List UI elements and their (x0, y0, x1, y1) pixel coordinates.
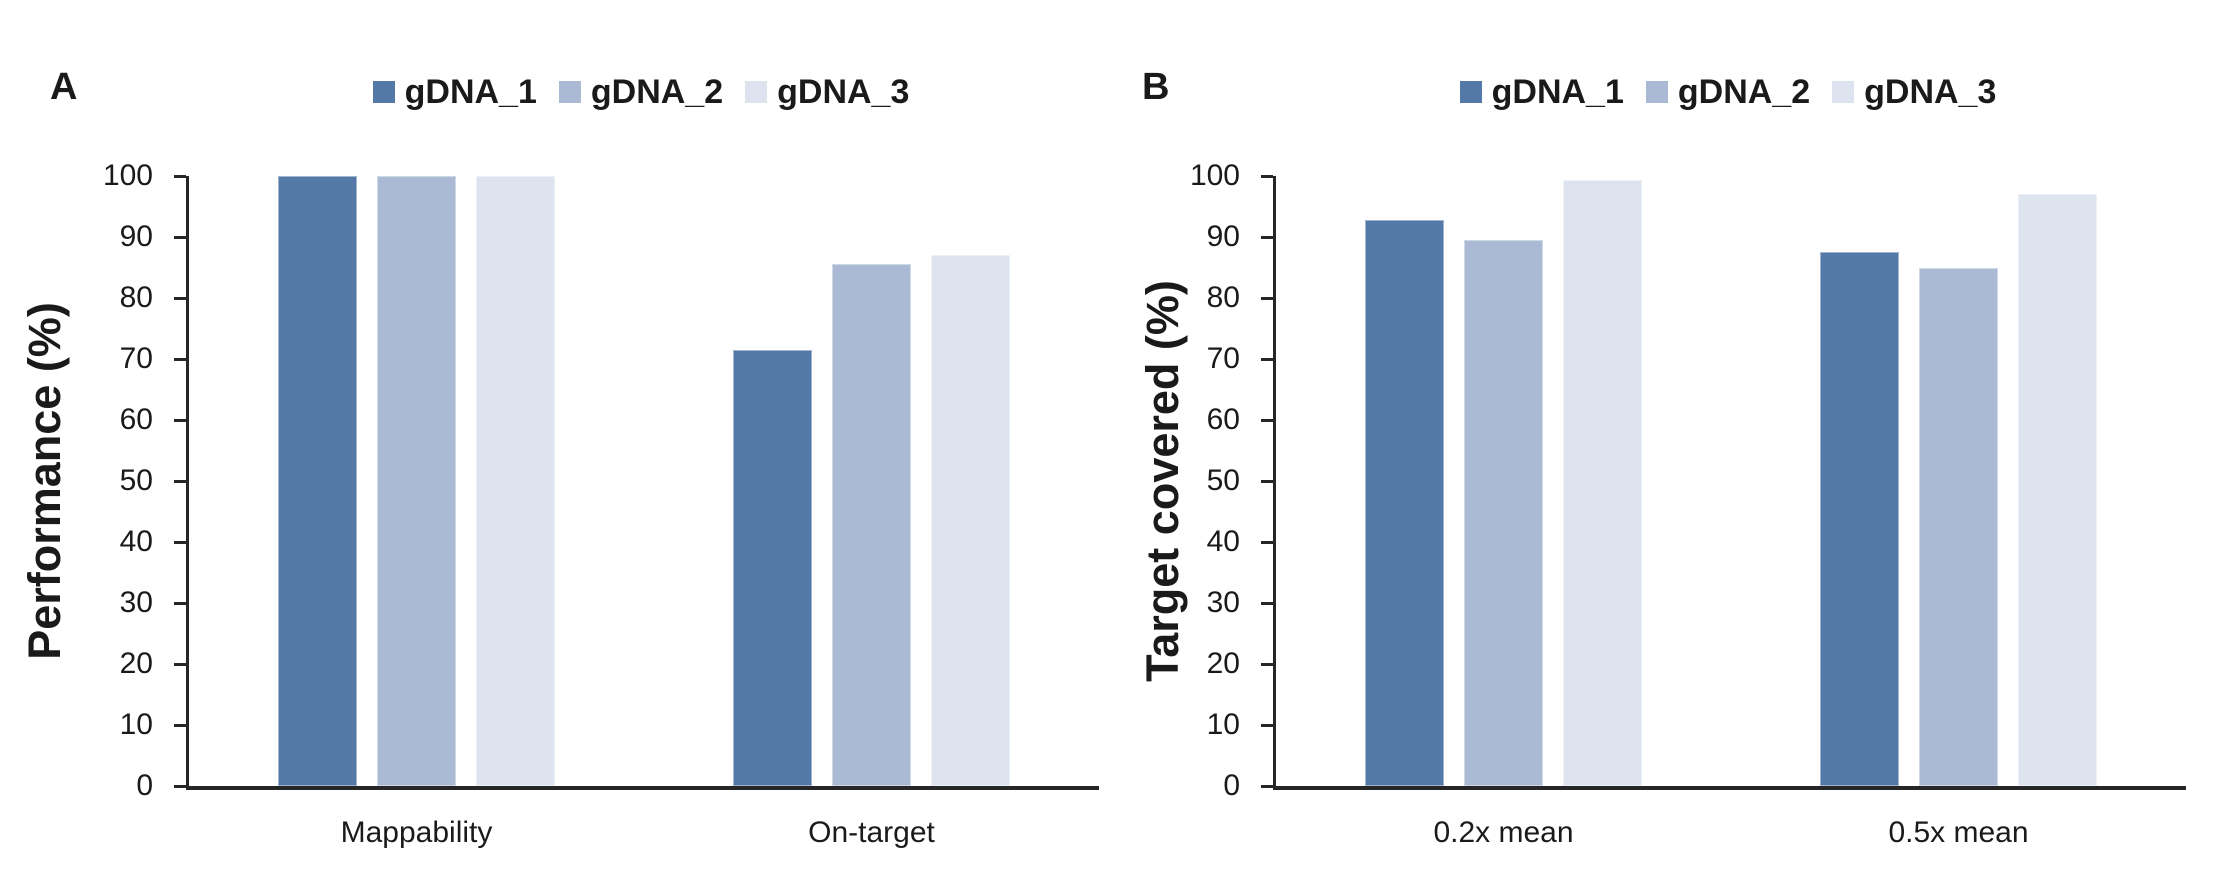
legend-item-gdna-2: gDNA_2 (558, 73, 724, 111)
panel-a: A gDNA_1 gDNA_2 gDNA_3 Performance (%) 0 10… (0, 0, 1118, 877)
y-tick-mark-40 (174, 540, 186, 544)
y-tick-label-0: 0 (1223, 769, 1240, 802)
y-tick-mark-100 (174, 174, 186, 178)
category-label-0-5x-mean: 0.5x mean (1888, 816, 2029, 849)
y-tick-mark-100 (1261, 174, 1273, 178)
y-tick-mark-80 (1261, 296, 1273, 300)
y-tick-mark-10 (174, 723, 186, 727)
panel-b: B gDNA_1 gDNA_2 gDNA_3 Target covered (%) … (1118, 0, 2237, 877)
y-tick-label-90: 90 (119, 220, 153, 253)
legend-label-gdna-2: gDNA_2 (1677, 73, 1811, 111)
y-tick-label-0: 0 (136, 769, 153, 802)
legend-a: gDNA_1 gDNA_2 gDNA_3 (186, 75, 1096, 109)
legend-swatch-gdna-2 (558, 81, 581, 103)
legend-label-gdna-1: gDNA_1 (404, 73, 537, 111)
legend-swatch-gdna-3 (745, 81, 768, 103)
y-tick-mark-80 (174, 296, 186, 300)
plot-area-b: 0 10 20 30 40 50 60 70 80 90 100 0.2x mean 0.5x mean (1190, 161, 2186, 848)
legend-label-gdna-2: gDNA_2 (590, 73, 724, 111)
legend-label-gdna-3: gDNA_3 (777, 73, 910, 111)
y-tick-label-50: 50 (1206, 464, 1240, 497)
y-tick-label-60: 60 (119, 403, 153, 436)
bar-group-0-2x-mean (1365, 176, 1642, 786)
y-tick-mark-70 (1261, 357, 1273, 361)
y-tick-label-60: 60 (1206, 403, 1240, 436)
y-tick-label-80: 80 (119, 281, 153, 314)
legend-label-gdna-3: gDNA_3 (1864, 73, 1997, 111)
y-tick-mark-70 (174, 357, 186, 361)
legend-item-gdna-1: gDNA_1 (372, 73, 537, 111)
legend-item-gdna-3: gDNA_3 (1832, 75, 1996, 109)
bar-gdna-1-0-5x-mean (1820, 252, 1899, 786)
y-tick-mark-60 (1261, 418, 1273, 422)
legend-item-gdna-3: gDNA_3 (745, 75, 909, 109)
legend-item-gdna-1: gDNA_1 (1459, 73, 1624, 111)
y-tick-mark-0 (1261, 784, 1273, 788)
bar-group-mappability (278, 176, 555, 786)
y-tick-mark-30 (1261, 601, 1273, 605)
y-tick-label-20: 20 (119, 647, 153, 680)
bar-gdna-1-0-2x-mean (1365, 219, 1444, 786)
y-tick-label-80: 80 (1206, 281, 1240, 314)
bar-gdna-3-on-target (931, 255, 1010, 786)
y-tick-label-50: 50 (119, 464, 153, 497)
legend-swatch-gdna-1 (1459, 81, 1482, 103)
category-label-mappability: Mappability (340, 816, 493, 849)
y-tick-label-10: 10 (119, 708, 153, 741)
y-tick-mark-90 (1261, 235, 1273, 239)
category-label-on-target: On-target (808, 816, 935, 849)
bar-group-0-5x-mean (1820, 176, 2097, 786)
bar-gdna-3-mappability (476, 176, 555, 786)
y-tick-mark-20 (174, 662, 186, 666)
y-tick-label-100: 100 (1189, 159, 1240, 192)
y-tick-mark-40 (1261, 540, 1273, 544)
legend-b: gDNA_1 gDNA_2 gDNA_3 (1273, 75, 2183, 109)
bar-gdna-2-0-5x-mean (1919, 268, 1998, 786)
bar-gdna-1-mappability (278, 176, 357, 786)
y-tick-mark-10 (1261, 723, 1273, 727)
y-tick-label-100: 100 (102, 159, 153, 192)
y-tick-label-70: 70 (1206, 342, 1240, 375)
bar-gdna-2-on-target (832, 264, 911, 786)
legend-item-gdna-2: gDNA_2 (1645, 73, 1811, 111)
y-tick-mark-20 (1261, 662, 1273, 666)
legend-swatch-gdna-3 (1832, 81, 1855, 103)
panel-letter-b: B (1142, 66, 1170, 108)
bar-gdna-2-0-2x-mean (1464, 240, 1543, 786)
bar-gdna-3-0-2x-mean (1563, 179, 1642, 786)
y-tick-label-70: 70 (119, 342, 153, 375)
bar-group-on-target (733, 176, 1010, 786)
y-tick-label-40: 40 (1206, 525, 1240, 558)
legend-swatch-gdna-1 (372, 81, 395, 103)
plot-area-a: 0 10 20 30 40 50 60 70 80 90 100 Mappability On-targ… (103, 161, 1099, 848)
y-tick-mark-90 (174, 235, 186, 239)
y-tick-label-30: 30 (1206, 586, 1240, 619)
y-tick-mark-30 (174, 601, 186, 605)
bar-gdna-2-mappability (377, 176, 456, 786)
legend-label-gdna-1: gDNA_1 (1491, 73, 1624, 111)
y-tick-label-30: 30 (119, 586, 153, 619)
y-tick-mark-60 (174, 418, 186, 422)
bar-gdna-1-on-target (733, 350, 812, 786)
panel-letter-a: A (50, 66, 78, 108)
y-tick-label-40: 40 (119, 525, 153, 558)
category-label-0-2x-mean: 0.2x mean (1433, 816, 1574, 849)
bar-gdna-3-0-5x-mean (2018, 194, 2097, 786)
y-tick-mark-50 (174, 479, 186, 483)
y-tick-label-20: 20 (1206, 647, 1240, 680)
legend-swatch-gdna-2 (1645, 81, 1668, 103)
y-tick-label-90: 90 (1206, 220, 1240, 253)
y-tick-mark-0 (174, 784, 186, 788)
y-tick-label-10: 10 (1206, 708, 1240, 741)
y-tick-mark-50 (1261, 479, 1273, 483)
